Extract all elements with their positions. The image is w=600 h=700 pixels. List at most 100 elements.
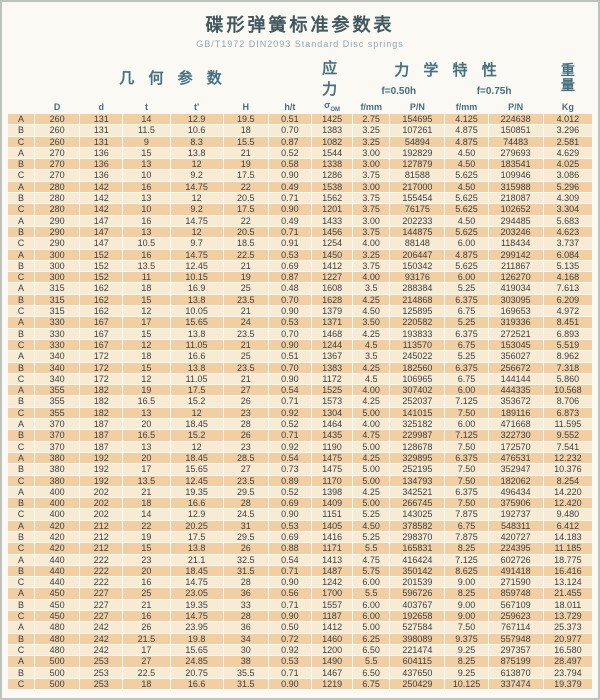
cell-t-prime: 15.65 <box>170 317 223 328</box>
row-type-label: C <box>8 475 35 486</box>
cell-t: 16 <box>123 577 170 588</box>
cell-f050-p: 134793 <box>390 475 445 486</box>
cell-sigma-om: 1544 <box>312 147 353 159</box>
cell-h-over-t: 0.51 <box>268 114 312 125</box>
sigma-subscript: OM <box>330 106 340 113</box>
cell-D: 315 <box>35 294 80 306</box>
cell-kg: 19.379 <box>543 678 592 690</box>
cell-kg: 3.086 <box>543 170 592 181</box>
cell-f050-f: 4.00 <box>353 419 390 430</box>
cell-t: 15 <box>123 328 170 339</box>
table-row: A 280 142 16 14.75 22 0.49 1538 3.00 217000 4.50 31… <box>8 181 592 193</box>
cell-f050-f: 3.00 <box>353 181 390 193</box>
cell-f050-p: 206447 <box>390 249 445 260</box>
cell-f075-p: 183541 <box>488 159 543 170</box>
table-row: C 260 131 9 8.3 15.5 0.87 1082 3.25 54894 4.875 744… <box>8 136 592 147</box>
cell-H: 19.5 <box>223 114 268 125</box>
cell-t-prime: 23.05 <box>170 588 223 599</box>
cell-kg: 13.124 <box>543 577 592 588</box>
cell-t: 10 <box>123 170 170 181</box>
cell-h-over-t: 0.69 <box>268 531 312 543</box>
cell-f050-p: 127879 <box>390 159 445 170</box>
table-row: A 315 162 18 16.9 25 0.48 1608 3.5 288384 5.25 4190… <box>8 283 592 294</box>
cell-d: 253 <box>80 678 123 690</box>
cell-f050-p: 202233 <box>390 215 445 226</box>
row-type-label: C <box>8 543 35 554</box>
cell-f075-p: 613870 <box>488 667 543 678</box>
row-type-label: B <box>8 193 35 204</box>
cell-h-over-t: 0.53 <box>268 317 312 328</box>
cell-sigma-om: 1398 <box>312 486 353 498</box>
cell-f075-f: 9.375 <box>445 633 488 644</box>
cell-t-prime: 19.8 <box>170 633 223 644</box>
cell-f075-f: 7.125 <box>445 396 488 407</box>
table-row: A 340 172 18 16.6 25 0.51 1367 3.5 245022 5.25 3560… <box>8 351 592 362</box>
cell-f050-p: 165831 <box>390 543 445 554</box>
cell-f075-f: 6.00 <box>445 419 488 430</box>
cell-f050-p: 329895 <box>390 452 445 464</box>
cell-h-over-t: 0.90 <box>268 577 312 588</box>
cell-D: 280 <box>35 204 80 215</box>
cell-f050-f: 4.25 <box>353 294 390 306</box>
cell-f050-p: 604115 <box>390 656 445 667</box>
table-row: C 355 182 13 12 23 0.92 1304 5.00 141015 7.50 18911… <box>8 407 592 419</box>
cell-h-over-t: 0.71 <box>268 396 312 407</box>
cell-H: 36 <box>223 588 268 599</box>
cell-f050-p: 54894 <box>390 136 445 147</box>
cell-f075-f: 7.125 <box>445 554 488 565</box>
row-type-label: A <box>8 656 35 667</box>
cell-f075-p: 602726 <box>488 554 543 565</box>
cell-h-over-t: 0.90 <box>268 611 312 622</box>
cell-d: 253 <box>80 667 123 678</box>
cell-D: 500 <box>35 656 80 667</box>
table-row: A 400 202 21 19.35 29.5 0.52 1398 4.25 342521 6.37… <box>8 486 592 498</box>
cell-H: 38 <box>223 656 268 667</box>
cell-sigma-om: 1487 <box>312 565 353 577</box>
cell-sigma-om: 1700 <box>312 588 353 599</box>
cell-f050-f: 5.00 <box>353 464 390 475</box>
cell-f075-f: 9.25 <box>445 667 488 678</box>
row-type-label: A <box>8 486 35 498</box>
cell-H: 24.5 <box>223 509 268 520</box>
cell-kg: 12.232 <box>543 452 592 464</box>
cell-kg: 25.373 <box>543 622 592 633</box>
disc-spring-parameter-table: 几 何 参 数 应 力 力 学 特 性 重量 f=0.50h f=0.75h D… <box>7 55 593 690</box>
cell-f050-p: 298370 <box>390 531 445 543</box>
cell-sigma-om: 1201 <box>312 204 353 215</box>
deflection-subheader-row: f=0.50h f=0.75h <box>8 84 592 99</box>
cell-f050-f: 5.5 <box>353 543 390 554</box>
row-type-label: B <box>8 633 35 644</box>
cell-h-over-t: 0.48 <box>268 283 312 294</box>
cell-h-over-t: 0.56 <box>268 588 312 599</box>
table-row: C 500 253 18 16.6 31.5 0.90 1219 6.75 250429 10.12… <box>8 678 592 690</box>
cell-kg: 18.011 <box>543 599 592 611</box>
cell-f050-f: 4.50 <box>353 520 390 531</box>
cell-f050-p: 106965 <box>390 373 445 385</box>
cell-h-over-t: 0.53 <box>268 520 312 531</box>
cell-t-prime: 12.9 <box>170 114 223 125</box>
cell-D: 400 <box>35 509 80 520</box>
cell-kg: 14.220 <box>543 486 592 498</box>
cell-t: 13.5 <box>123 475 170 486</box>
cell-f075-f: 6.00 <box>445 385 488 396</box>
cell-f075-p: 356027 <box>488 351 543 362</box>
cell-t: 9 <box>123 136 170 147</box>
row-type-label: A <box>8 588 35 599</box>
cell-sigma-om: 1475 <box>312 452 353 464</box>
subheader-f-075h: f=0.75h <box>476 86 512 97</box>
col-header-f075-p: P/N <box>508 101 524 112</box>
cell-f050-f: 5.00 <box>353 441 390 452</box>
cell-f075-f: 6.375 <box>445 328 488 339</box>
cell-f075-f: 6.75 <box>445 306 488 317</box>
cell-f050-p: 125895 <box>390 306 445 317</box>
row-type-label: A <box>8 385 35 396</box>
group-header-geometry: 几 何 参 数 <box>119 70 227 87</box>
row-type-label: A <box>8 283 35 294</box>
cell-t: 10.5 <box>123 238 170 249</box>
cell-h-over-t: 0.92 <box>268 644 312 656</box>
cell-t-prime: 15.65 <box>170 464 223 475</box>
table-row: A 355 182 19 17.5 27 0.54 1525 4.00 307402 6.00 444… <box>8 385 592 396</box>
table-row: B 355 182 16.5 15.2 26 0.71 1573 4.25 252037 7.125… <box>8 396 592 407</box>
cell-t-prime: 17.5 <box>170 385 223 396</box>
cell-f050-p: 527584 <box>390 622 445 633</box>
